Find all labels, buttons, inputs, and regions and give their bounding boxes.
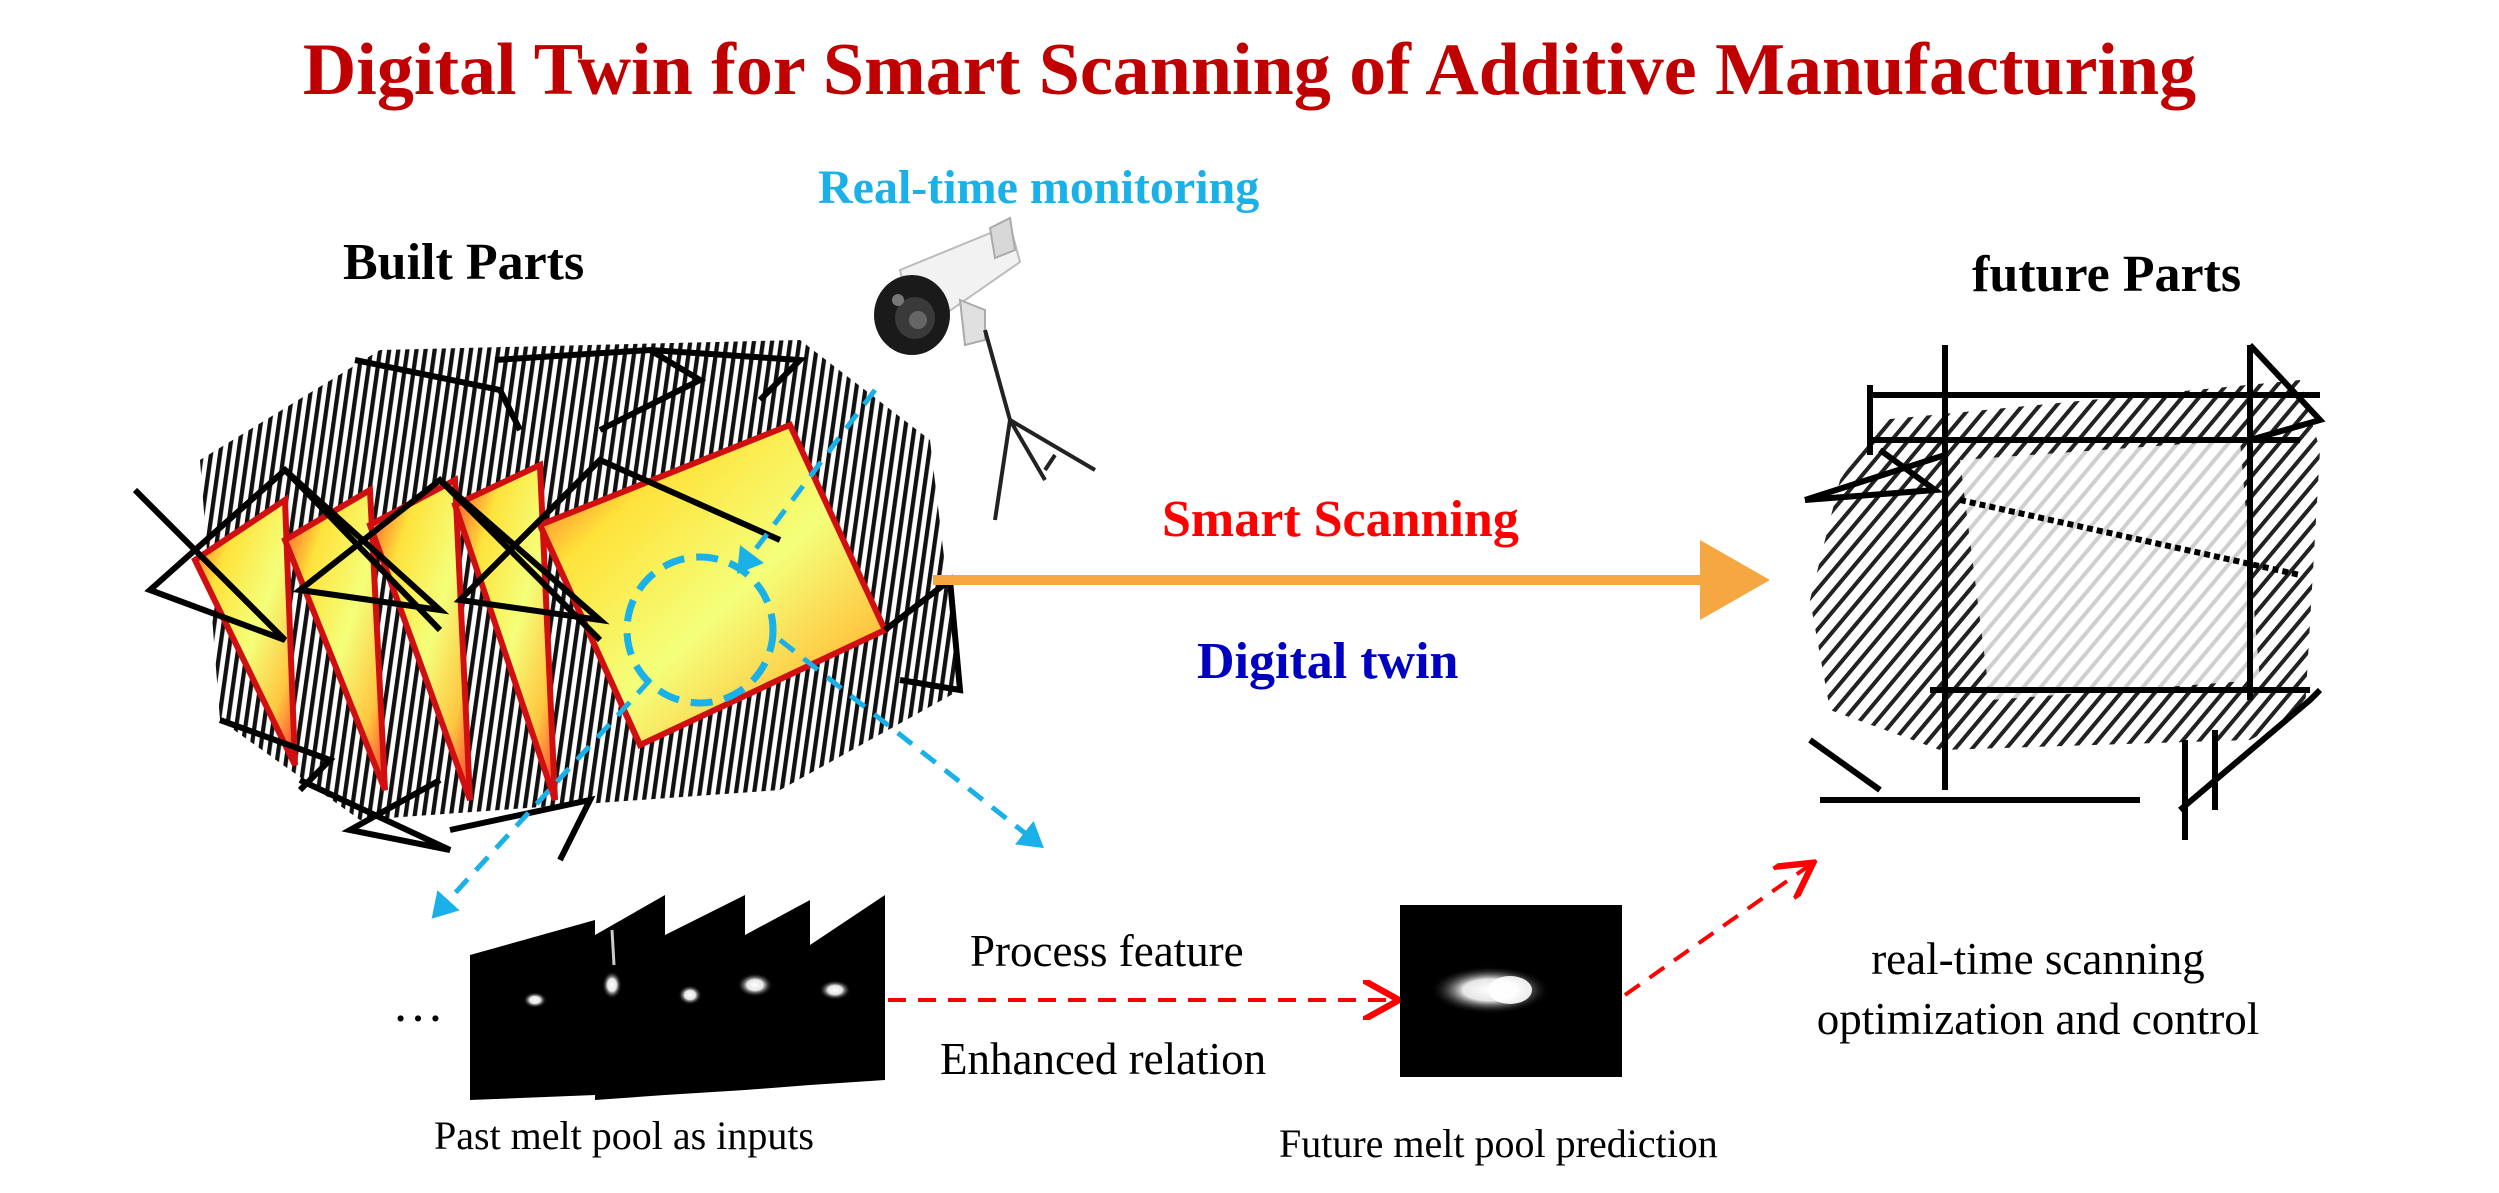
built-parts-image xyxy=(132,340,964,862)
built-parts-label: Built Parts xyxy=(343,234,585,291)
melt-frame-2 xyxy=(595,895,665,1100)
future-melt-pool-image xyxy=(1400,905,1622,1077)
control-arrow xyxy=(1623,865,1810,997)
past-melt-pool-frames xyxy=(470,895,885,1100)
future-melt-pool-label: Future melt pool prediction xyxy=(1279,1121,1718,1166)
melt-frame-4 xyxy=(737,900,810,1090)
enhanced-relation-label: Enhanced relation xyxy=(940,1034,1267,1084)
ellipsis-label: … xyxy=(392,976,444,1033)
process-feature-label: Process feature xyxy=(970,926,1244,976)
future-parts-image xyxy=(1804,342,2326,840)
future-parts-label: future Parts xyxy=(1972,246,2242,303)
control-label-line1: real-time scanning xyxy=(1871,934,2205,984)
melt-frame-5 xyxy=(810,895,885,1085)
digital-twin-label: Digital twin xyxy=(1197,633,1459,690)
camera-icon xyxy=(874,216,1022,355)
control-label-line2: optimization and control xyxy=(1816,994,2260,1044)
tripod-icon xyxy=(983,329,1097,521)
monitoring-arrows xyxy=(431,388,1044,919)
melt-frame-3 xyxy=(665,895,745,1095)
smart-scanning-label: Smart Scanning xyxy=(1162,491,1519,548)
realtime-monitoring-label: Real-time monitoring xyxy=(818,161,1260,214)
past-melt-pool-label: Past melt pool as inputs xyxy=(434,1113,814,1158)
diagram-title: Digital Twin for Smart Scanning of Addit… xyxy=(302,29,2197,111)
melt-frame-1 xyxy=(470,920,595,1100)
